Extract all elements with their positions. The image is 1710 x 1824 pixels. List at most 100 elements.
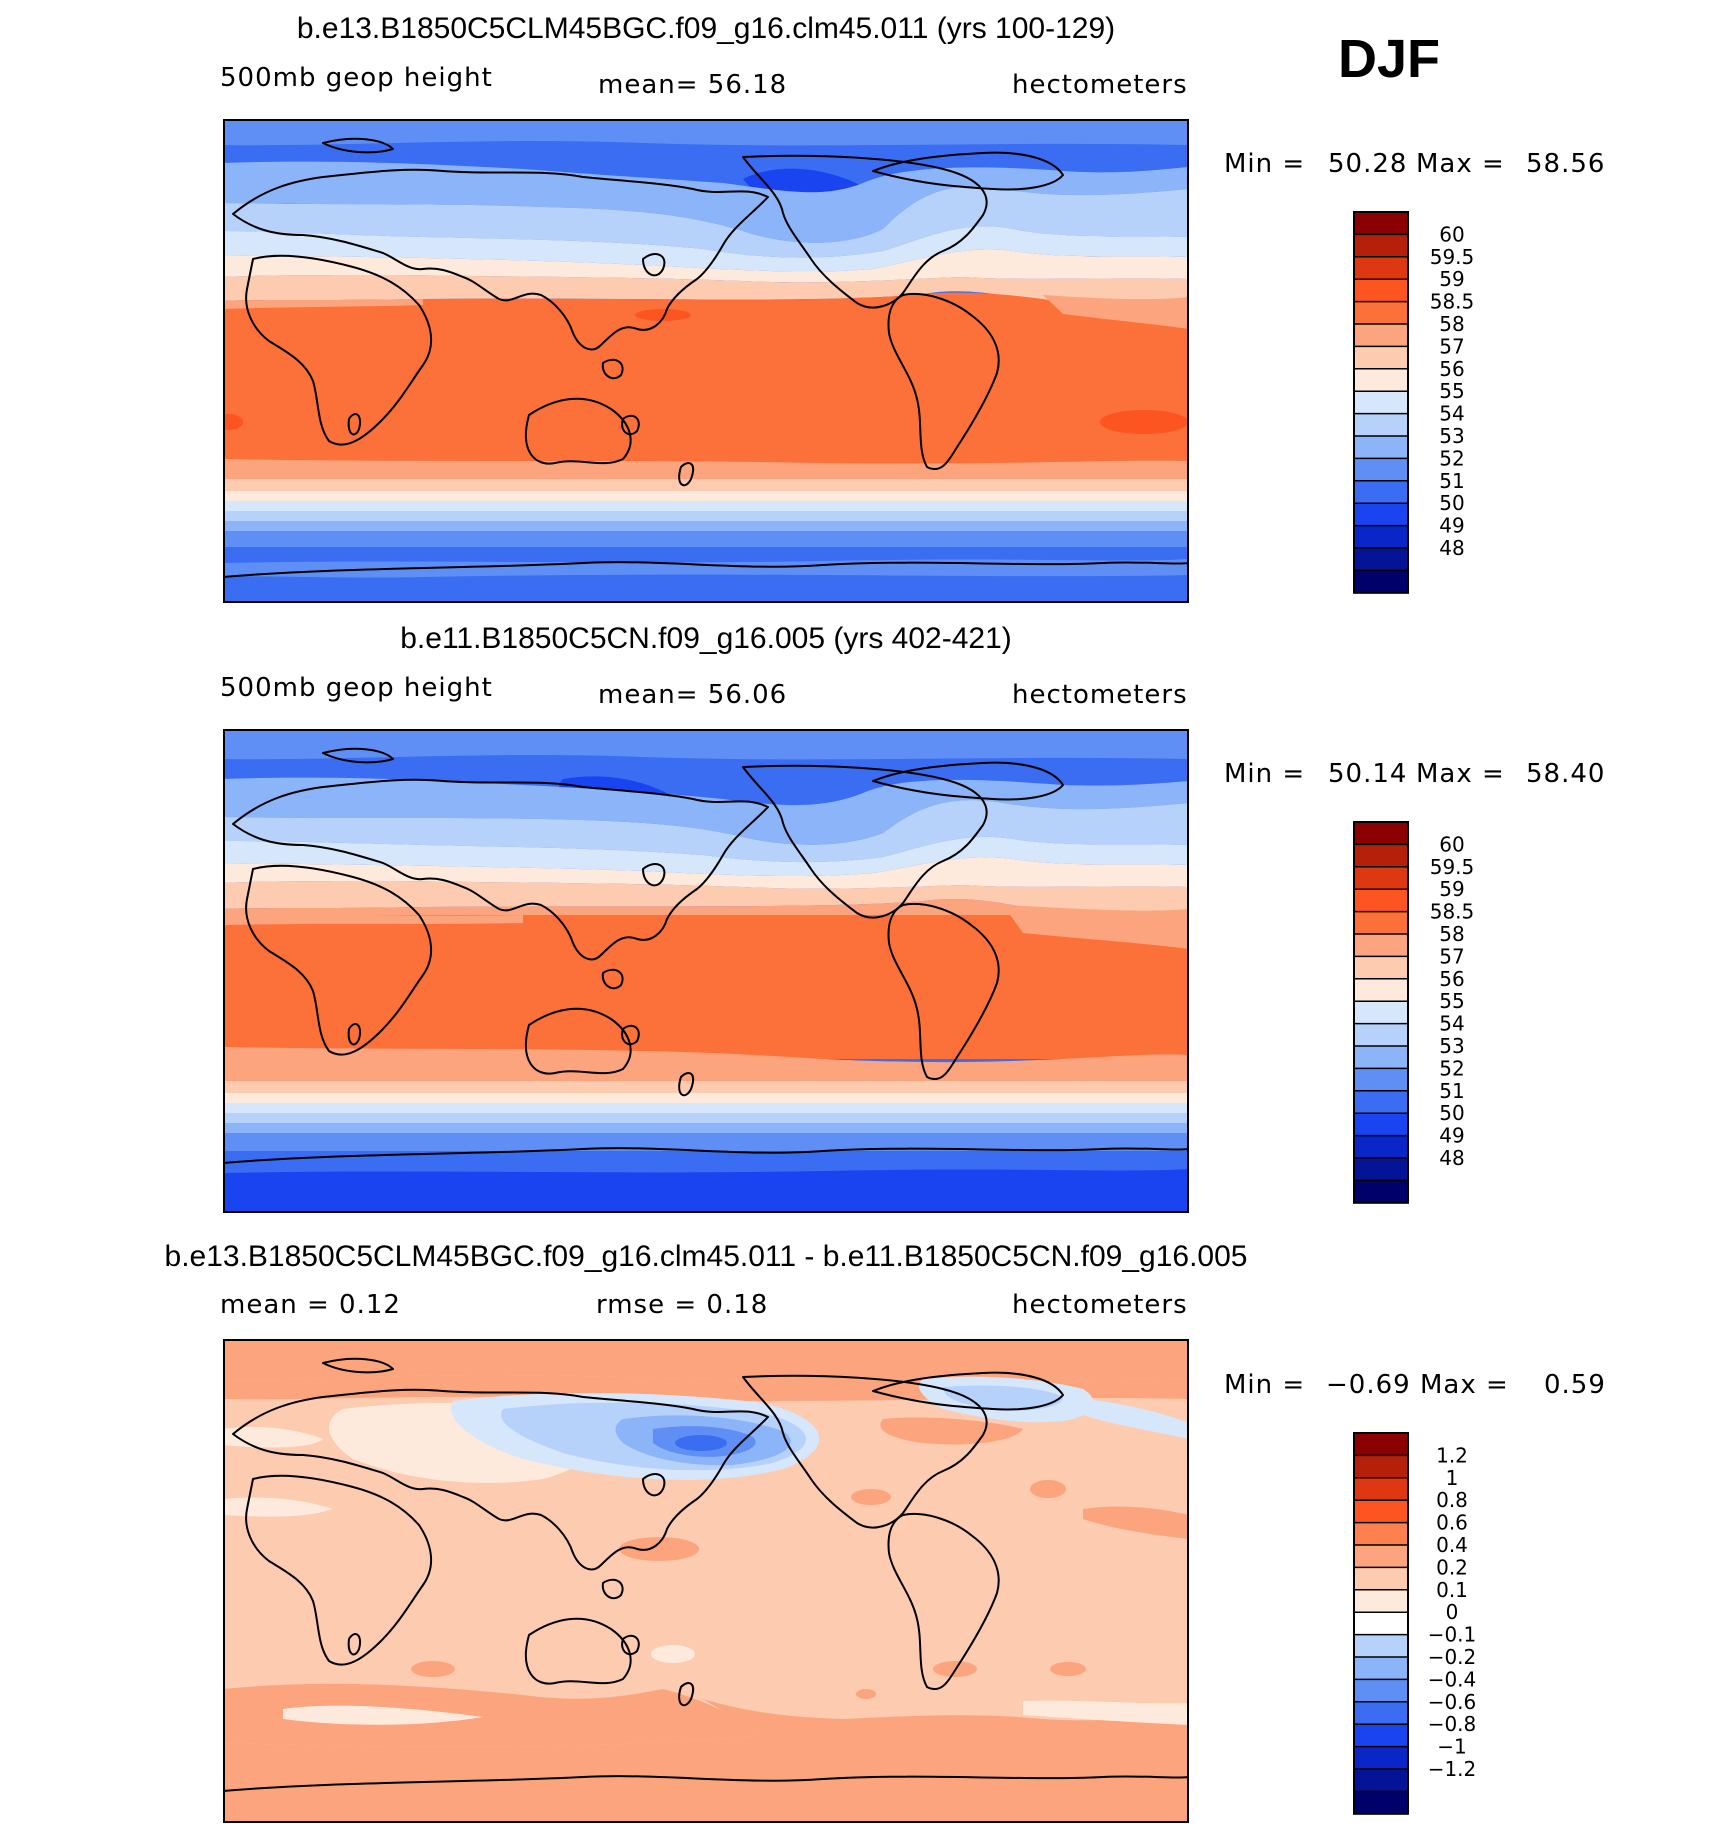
colorbar-swatch: [1354, 413, 1408, 437]
panel-2-map: [223, 729, 1189, 1213]
colorbar-swatch: [1354, 1046, 1408, 1069]
colorbar-swatch: [1354, 822, 1408, 845]
panel-2-min-value: 50.14: [1328, 759, 1408, 789]
colorbar-swatch: [1354, 212, 1408, 235]
colorbar-swatch: [1354, 1567, 1408, 1591]
panel-1-coastlines: [223, 137, 1189, 578]
colorbar-tick-label: 55: [1439, 379, 1464, 403]
colorbar-swatch: [1354, 1433, 1408, 1456]
colorbar-border: [1353, 821, 1409, 1204]
panel-3-max-label: Max =: [1420, 1370, 1509, 1400]
colorbar-swatch: [1354, 889, 1408, 913]
colorbar-tick-label: 49: [1439, 514, 1464, 538]
panel-1-map: [223, 119, 1189, 603]
colorbar-swatch: [1354, 503, 1408, 527]
colorbar-swatch: [1354, 1158, 1408, 1181]
colorbar-tick-label: −0.8: [1428, 1712, 1477, 1736]
colorbar-tick-label: 0: [1446, 1600, 1459, 1624]
colorbar-tick-label: 1: [1446, 1466, 1459, 1490]
panel-2-min-label: Min =: [1224, 759, 1306, 789]
panel-1-max-value: 58.56: [1526, 149, 1606, 179]
colorbar-tick-label: 54: [1439, 402, 1464, 426]
colorbar-swatch: [1354, 1589, 1408, 1613]
colorbar-tick-label: 53: [1439, 424, 1464, 448]
panel-3-title: b.e13.B1850C5CLM45BGC.f09_g16.clm45.011 …: [164, 1240, 1248, 1273]
colorbar-swatch: [1354, 866, 1408, 890]
colorbar-swatch: [1354, 978, 1408, 1002]
colorbar-tick-label: 58: [1439, 312, 1464, 336]
panel-3-min-value: −0.69: [1326, 1370, 1411, 1400]
panel-3-coastlines: [223, 1357, 1189, 1792]
colorbar-swatch: [1354, 1612, 1408, 1636]
colorbar-swatch: [1354, 436, 1408, 459]
colorbar-swatch: [1354, 1545, 1408, 1568]
panel-1-min-value: 50.28: [1328, 149, 1408, 179]
colorbar-swatch: [1354, 1634, 1408, 1658]
panel-1-min-label: Min =: [1224, 149, 1306, 179]
colorbar-swatch: [1354, 934, 1408, 957]
colorbar-tick-label: −1: [1437, 1735, 1466, 1759]
colorbar-tick-label: 53: [1439, 1034, 1464, 1058]
colorbar-swatch: [1354, 391, 1408, 415]
panel-2-title: b.e11.B1850C5CN.f09_g16.005 (yrs 402-421…: [400, 622, 1012, 655]
colorbar-tick-label: 60: [1439, 222, 1464, 246]
colorbar-tick-label: 50: [1439, 1101, 1464, 1125]
colorbar-tick-label: 0.2: [1436, 1555, 1468, 1579]
panel-2-mean-label: mean= 56.06: [598, 680, 788, 710]
colorbar-border: [1353, 211, 1409, 594]
colorbar-swatch: [1354, 1746, 1408, 1770]
colorbar-swatch: [1354, 548, 1408, 571]
colorbar-tick-label: 58.5: [1430, 290, 1475, 314]
colorbar-swatch: [1354, 1135, 1408, 1159]
colorbar-tick-label: 52: [1439, 446, 1464, 470]
colorbar-swatch: [1354, 368, 1408, 392]
colorbar-swatch: [1354, 1791, 1408, 1815]
colorbar-tick-label: 50: [1439, 491, 1464, 515]
panel-3-mean-label: mean = 0.12: [220, 1290, 401, 1320]
colorbar-tick-label: 56: [1439, 967, 1464, 991]
panel-3-colorbar: 1.210.80.60.40.20.10−0.1−0.2−0.4−0.6−0.8…: [1353, 1432, 1477, 1815]
colorbar-swatch: [1354, 1477, 1408, 1501]
colorbar-swatch: [1354, 1113, 1408, 1137]
colorbar-tick-label: 54: [1439, 1012, 1464, 1036]
colorbar-tick-label: 52: [1439, 1056, 1464, 1080]
panel-1-title: b.e13.B1850C5CLM45BGC.f09_g16.clm45.011 …: [296, 12, 1116, 45]
panel-1-max-label: Max =: [1416, 149, 1505, 179]
colorbar-swatch: [1354, 1679, 1408, 1703]
colorbar-swatch: [1354, 1455, 1408, 1479]
colorbar-tick-label: 60: [1439, 832, 1464, 856]
panel-3-min-label: Min =: [1224, 1370, 1306, 1400]
colorbar-border: [1353, 1432, 1409, 1815]
colorbar-tick-label: 0.6: [1436, 1511, 1468, 1535]
colorbar-swatch: [1354, 525, 1408, 549]
panel-3-map: [223, 1339, 1189, 1823]
colorbar-swatch: [1354, 1701, 1408, 1725]
colorbar-swatch: [1354, 279, 1408, 303]
colorbar-tick-label: 59.5: [1430, 855, 1475, 879]
colorbar-swatch: [1354, 1522, 1408, 1546]
colorbar-tick-label: −0.4: [1428, 1667, 1477, 1691]
colorbar-swatch: [1354, 1657, 1408, 1680]
colorbar-tick-label: 0.1: [1436, 1578, 1468, 1602]
colorbar-tick-label: 59: [1439, 267, 1464, 291]
colorbar-tick-label: 0.8: [1436, 1488, 1468, 1512]
colorbar-tick-label: −0.2: [1428, 1645, 1477, 1669]
colorbar-tick-label: 0.4: [1436, 1533, 1468, 1557]
colorbar-swatch: [1354, 458, 1408, 482]
colorbar-tick-label: 58: [1439, 922, 1464, 946]
colorbar-swatch: [1354, 1023, 1408, 1047]
colorbar-swatch: [1354, 1769, 1408, 1792]
colorbar-swatch: [1354, 956, 1408, 980]
panel-3-rmse-label: rmse = 0.18: [596, 1290, 769, 1320]
colorbar-swatch: [1354, 1500, 1408, 1524]
panel-3-units-label: hectometers: [1012, 1290, 1188, 1320]
colorbar-swatch: [1354, 346, 1408, 370]
colorbar-tick-label: 57: [1439, 334, 1464, 358]
colorbar-tick-label: −1.2: [1428, 1757, 1477, 1781]
colorbar-tick-label: 56: [1439, 357, 1464, 381]
colorbar-tick-label: 1.2: [1436, 1443, 1468, 1467]
colorbar-tick-label: 49: [1439, 1124, 1464, 1148]
colorbar-swatch: [1354, 234, 1408, 258]
panel-3-max-value: 0.59: [1544, 1370, 1606, 1400]
